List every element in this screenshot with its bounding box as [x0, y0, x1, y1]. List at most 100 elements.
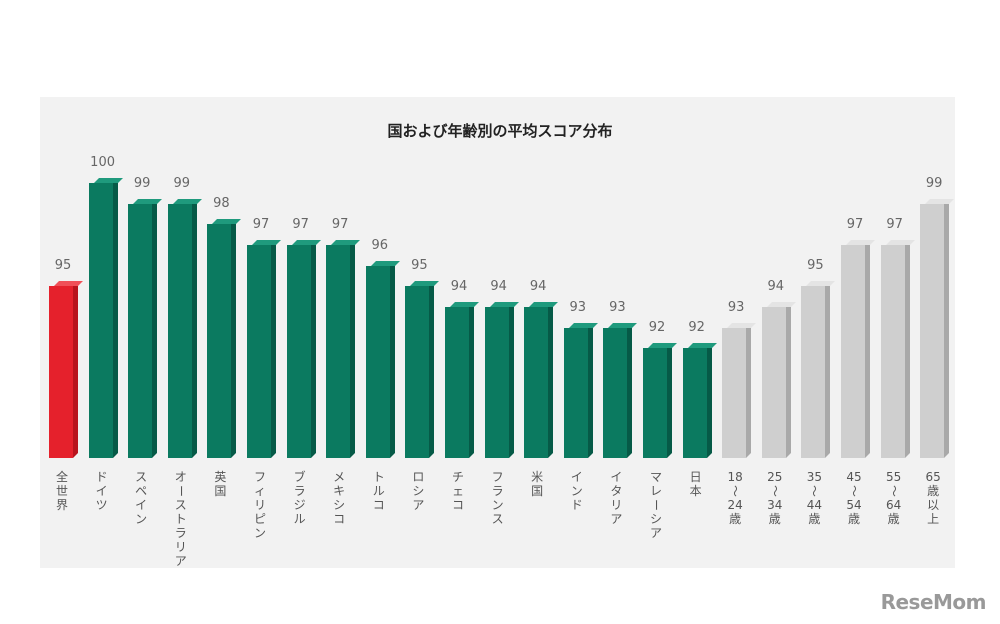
bar-top — [568, 322, 598, 328]
bar-16 — [682, 343, 717, 458]
category-label: トルコ — [372, 470, 385, 512]
bar-front — [643, 348, 667, 458]
bar-side — [310, 240, 316, 458]
value-label: 99 — [133, 175, 151, 191]
category-label: ロシア — [412, 470, 425, 512]
bar-0 — [49, 281, 83, 458]
bar-side — [389, 260, 395, 458]
bar-front — [722, 327, 747, 458]
bar-front — [405, 286, 430, 458]
bar-12 — [524, 302, 559, 458]
category-label: スペイン — [135, 470, 148, 526]
value-label: 100 — [90, 155, 115, 170]
bar-side — [73, 281, 78, 458]
bar-20 — [841, 240, 875, 458]
bar-top — [806, 281, 836, 287]
bar-side — [667, 343, 672, 458]
bar-side — [271, 240, 276, 458]
value-label: 97 — [886, 217, 903, 233]
bar-front — [761, 307, 786, 458]
category-label: ドイツ — [95, 470, 108, 512]
bar-top — [54, 281, 83, 287]
bar-8 — [365, 260, 400, 458]
category-label: チェコ — [451, 470, 464, 512]
bar-6 — [286, 240, 321, 458]
value-label: 94 — [490, 279, 507, 295]
value-label: 95 — [411, 258, 428, 274]
category-label: オーストラリア — [173, 470, 188, 568]
bar-14 — [603, 322, 638, 458]
bar-7 — [326, 240, 361, 458]
bar-side — [112, 178, 118, 458]
bar-side — [706, 343, 712, 458]
bar-top — [885, 240, 915, 246]
bar-front — [841, 245, 865, 458]
value-label: 97 — [846, 217, 864, 233]
value-label: 93 — [609, 299, 626, 315]
bar-side — [904, 240, 910, 458]
bar-front — [207, 224, 232, 458]
bar-front — [167, 203, 192, 458]
bar-19 — [801, 281, 836, 458]
category-label: 日本 — [689, 470, 702, 498]
bar-front — [682, 348, 707, 458]
bar-side — [548, 302, 554, 458]
category-label: 35 〜 44 歳 — [806, 470, 823, 526]
bar-top — [133, 198, 163, 204]
bar-21 — [880, 240, 915, 458]
bar-side — [429, 281, 435, 458]
bar-top — [450, 302, 479, 308]
bar-front — [563, 327, 588, 458]
bar-17 — [722, 322, 757, 458]
category-label: ブラジル — [293, 470, 306, 526]
category-label: メキシコ — [333, 470, 346, 526]
value-label: 93 — [727, 299, 745, 315]
bar-2 — [128, 198, 163, 458]
category-label: 55 〜 64 歳 — [885, 470, 902, 526]
category-label: イタリア — [610, 470, 623, 526]
value-label: 97 — [252, 217, 270, 233]
bar-3 — [167, 198, 202, 458]
bar-front — [49, 286, 73, 458]
category-label: フィリピン — [253, 470, 266, 540]
bar-18 — [761, 302, 796, 458]
bar-1 — [88, 178, 123, 458]
category-label: 25 〜 34 歳 — [767, 470, 783, 526]
bar-front — [880, 245, 905, 458]
bar-front — [920, 203, 945, 458]
bar-side — [785, 302, 791, 458]
bar-top — [727, 322, 757, 328]
bar-side — [231, 219, 237, 458]
bar-9 — [405, 281, 440, 458]
category-label: フランス — [491, 470, 504, 526]
bar-front — [603, 327, 628, 458]
bar-top — [648, 343, 677, 349]
bar-top — [846, 240, 875, 246]
bar-side — [944, 198, 950, 458]
category-label: 65 歳以上 — [925, 470, 941, 526]
bar-front — [484, 307, 509, 458]
category-label: マレーシア — [649, 470, 663, 540]
bar-front — [326, 245, 351, 458]
category-label: 全世界 — [55, 470, 68, 512]
category-label: 18 〜 24 歳 — [727, 470, 743, 526]
bar-side — [746, 322, 752, 458]
category-label: 45 〜 54 歳 — [846, 470, 862, 526]
bar-front — [445, 307, 469, 458]
bar-top — [291, 240, 321, 246]
bar-22 — [920, 198, 955, 458]
bar-top — [925, 198, 955, 204]
bar-side — [587, 322, 593, 458]
value-label: 99 — [173, 175, 191, 191]
bar-side — [152, 198, 158, 458]
value-label: 99 — [925, 175, 943, 191]
bar-front — [365, 265, 390, 458]
bar-top — [489, 302, 519, 308]
bar-side — [825, 281, 831, 458]
bar-13 — [563, 322, 598, 458]
category-label: 米国 — [531, 470, 544, 498]
bar-top — [687, 343, 717, 349]
bar-15 — [643, 343, 677, 458]
value-label: 97 — [331, 217, 349, 233]
bar-front — [286, 245, 311, 458]
